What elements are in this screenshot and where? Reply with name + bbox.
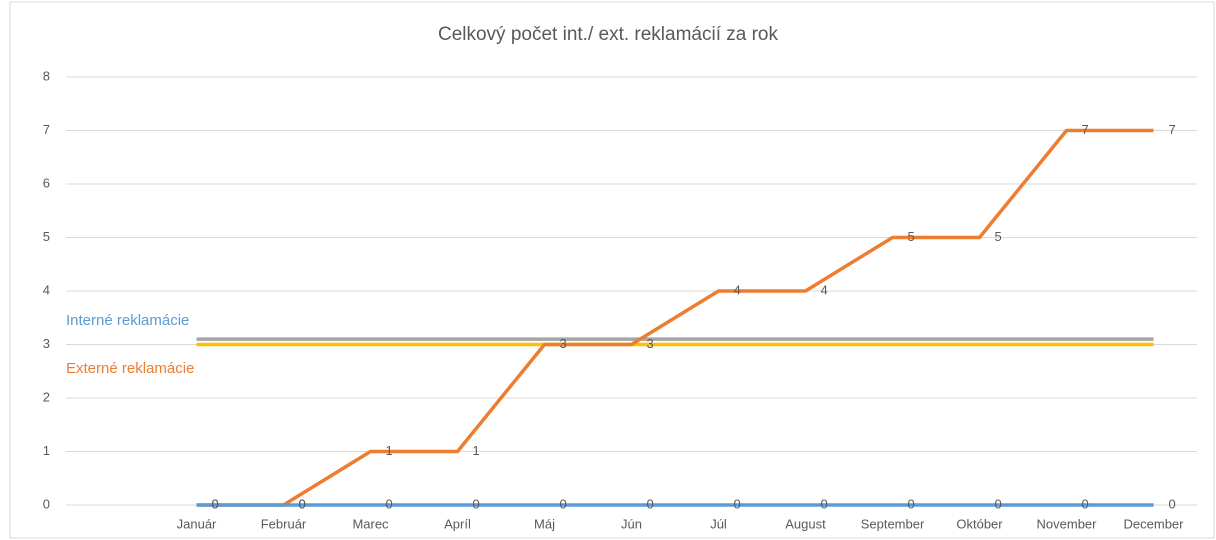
chart-title: Celkový počet int./ ext. reklamácií za r… bbox=[438, 24, 779, 45]
y-tick-label: 6 bbox=[43, 175, 50, 190]
data-label: 0 bbox=[1169, 496, 1176, 511]
data-label: 0 bbox=[473, 496, 480, 511]
x-tick-label: November bbox=[1037, 516, 1098, 531]
y-tick-label: 7 bbox=[43, 122, 50, 137]
data-label: 5 bbox=[995, 229, 1002, 244]
data-label: 0 bbox=[995, 496, 1002, 511]
data-label: 0 bbox=[821, 496, 828, 511]
data-label: 0 bbox=[1082, 496, 1089, 511]
y-tick-label: 3 bbox=[43, 336, 50, 351]
chart-border bbox=[9, 1, 1215, 539]
legend-label: Externé reklamácie bbox=[66, 360, 194, 377]
x-tick-label: Apríl bbox=[444, 516, 471, 531]
data-label: 0 bbox=[560, 496, 567, 511]
data-label: 0 bbox=[386, 496, 393, 511]
data-label: 0 bbox=[734, 496, 741, 511]
x-tick-label: Február bbox=[261, 516, 307, 531]
data-label: 1 bbox=[386, 443, 393, 458]
y-tick-label: 4 bbox=[43, 282, 50, 297]
y-tick-label: 1 bbox=[43, 443, 50, 458]
x-tick-label: Máj bbox=[534, 516, 555, 531]
x-tick-label: August bbox=[785, 516, 826, 531]
data-label: 0 bbox=[212, 496, 219, 511]
data-label: 4 bbox=[734, 282, 741, 297]
series-line bbox=[196, 128, 1154, 507]
y-tick-label: 8 bbox=[43, 68, 50, 83]
x-tick-label: September bbox=[861, 516, 925, 531]
data-label: 7 bbox=[1082, 122, 1089, 137]
data-label: 0 bbox=[647, 496, 654, 511]
x-tick-label: Jún bbox=[621, 516, 642, 531]
data-label: 0 bbox=[908, 496, 915, 511]
y-tick-label: 2 bbox=[43, 389, 50, 404]
data-label: 0 bbox=[299, 496, 306, 511]
x-tick-label: December bbox=[1124, 516, 1185, 531]
data-label: 7 bbox=[1169, 122, 1176, 137]
data-label: 0 bbox=[299, 496, 306, 511]
data-label: 3 bbox=[647, 336, 654, 351]
data-label: 5 bbox=[908, 229, 915, 244]
data-label: 0 bbox=[212, 496, 219, 511]
data-label: 3 bbox=[560, 336, 567, 351]
data-label: 1 bbox=[473, 443, 480, 458]
x-tick-label: Júl bbox=[710, 516, 727, 531]
y-tick-label: 5 bbox=[43, 229, 50, 244]
x-tick-label: Marec bbox=[352, 516, 389, 531]
y-tick-label: 0 bbox=[43, 496, 50, 511]
data-label: 4 bbox=[821, 282, 828, 297]
x-tick-label: Október bbox=[956, 516, 1003, 531]
x-tick-label: Január bbox=[177, 516, 217, 531]
legend-label: Interné reklamácie bbox=[66, 312, 189, 329]
